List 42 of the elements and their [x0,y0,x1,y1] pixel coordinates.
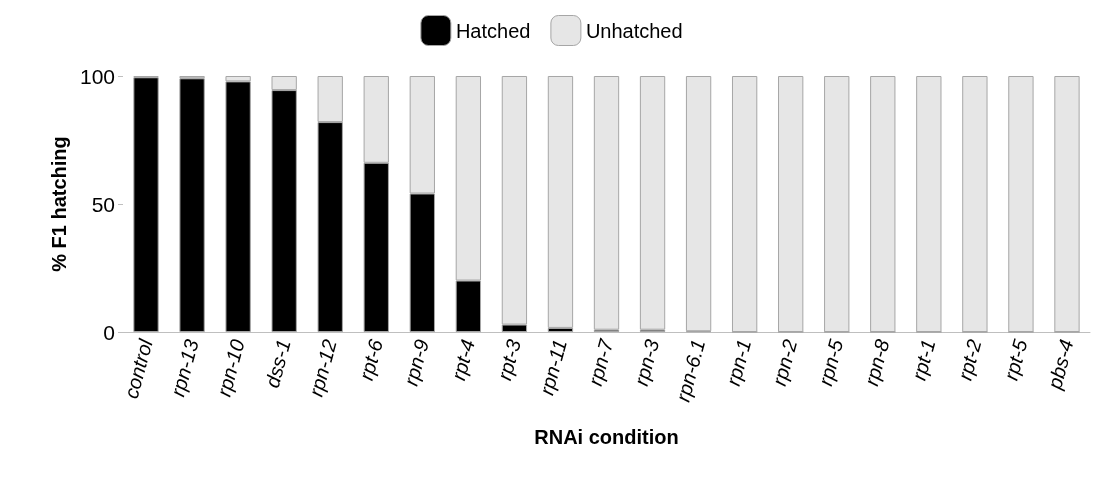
bar [685,76,712,332]
bar [179,78,205,332]
x-tick-label: rpn-7 [583,336,618,388]
bar [870,76,896,332]
x-tick-label: rpn-9 [399,337,433,388]
bar [778,76,804,332]
x-tick-label: rpn-5 [814,336,848,388]
x-tick-label: rpt-5 [999,336,1032,383]
x-tick-label: control [119,336,157,401]
x-tick-label: rpt-1 [907,337,940,383]
legend-label: Unhatched [585,19,683,42]
bar [1008,76,1034,332]
x-tick-label: rpn-10 [212,337,249,399]
y-tick-label: 0 [103,320,115,344]
x-tick-label: rpt-2 [953,337,986,383]
x-tick-label: rpn-11 [535,337,572,398]
x-tick-label: pbs-4 [1043,337,1078,393]
bar [547,76,574,328]
x-tick-label: rpn-12 [304,337,341,399]
bar [824,76,850,332]
x-tick-label: rpn-2 [767,337,802,388]
bar [916,76,942,332]
x-tick-label: rpt-6 [354,336,388,383]
bar [593,76,620,330]
bar [1054,76,1080,332]
x-axis-title: RNAi condition [534,426,679,448]
x-tick-label: rpn-8 [860,337,894,388]
x-tick-label: dss-1 [260,337,295,391]
x-tick-label: rpn-3 [629,337,664,388]
x-tick-label: rpn-13 [166,337,203,399]
x-tick-label: rpn-1 [721,337,756,388]
y-tick-label: 100 [79,64,115,88]
bar [639,76,666,330]
x-tick-label: rpn-6.1 [671,337,710,405]
y-tick-label: 50 [91,192,115,216]
x-tick-label: rpt-4 [447,337,479,383]
legend-label: Hatched [455,19,531,42]
y-axis-title: % F1 hatching [48,136,71,272]
x-tick-label: rpt-3 [493,337,526,383]
bar [962,76,988,332]
bar [731,76,758,332]
bar [133,77,159,332]
